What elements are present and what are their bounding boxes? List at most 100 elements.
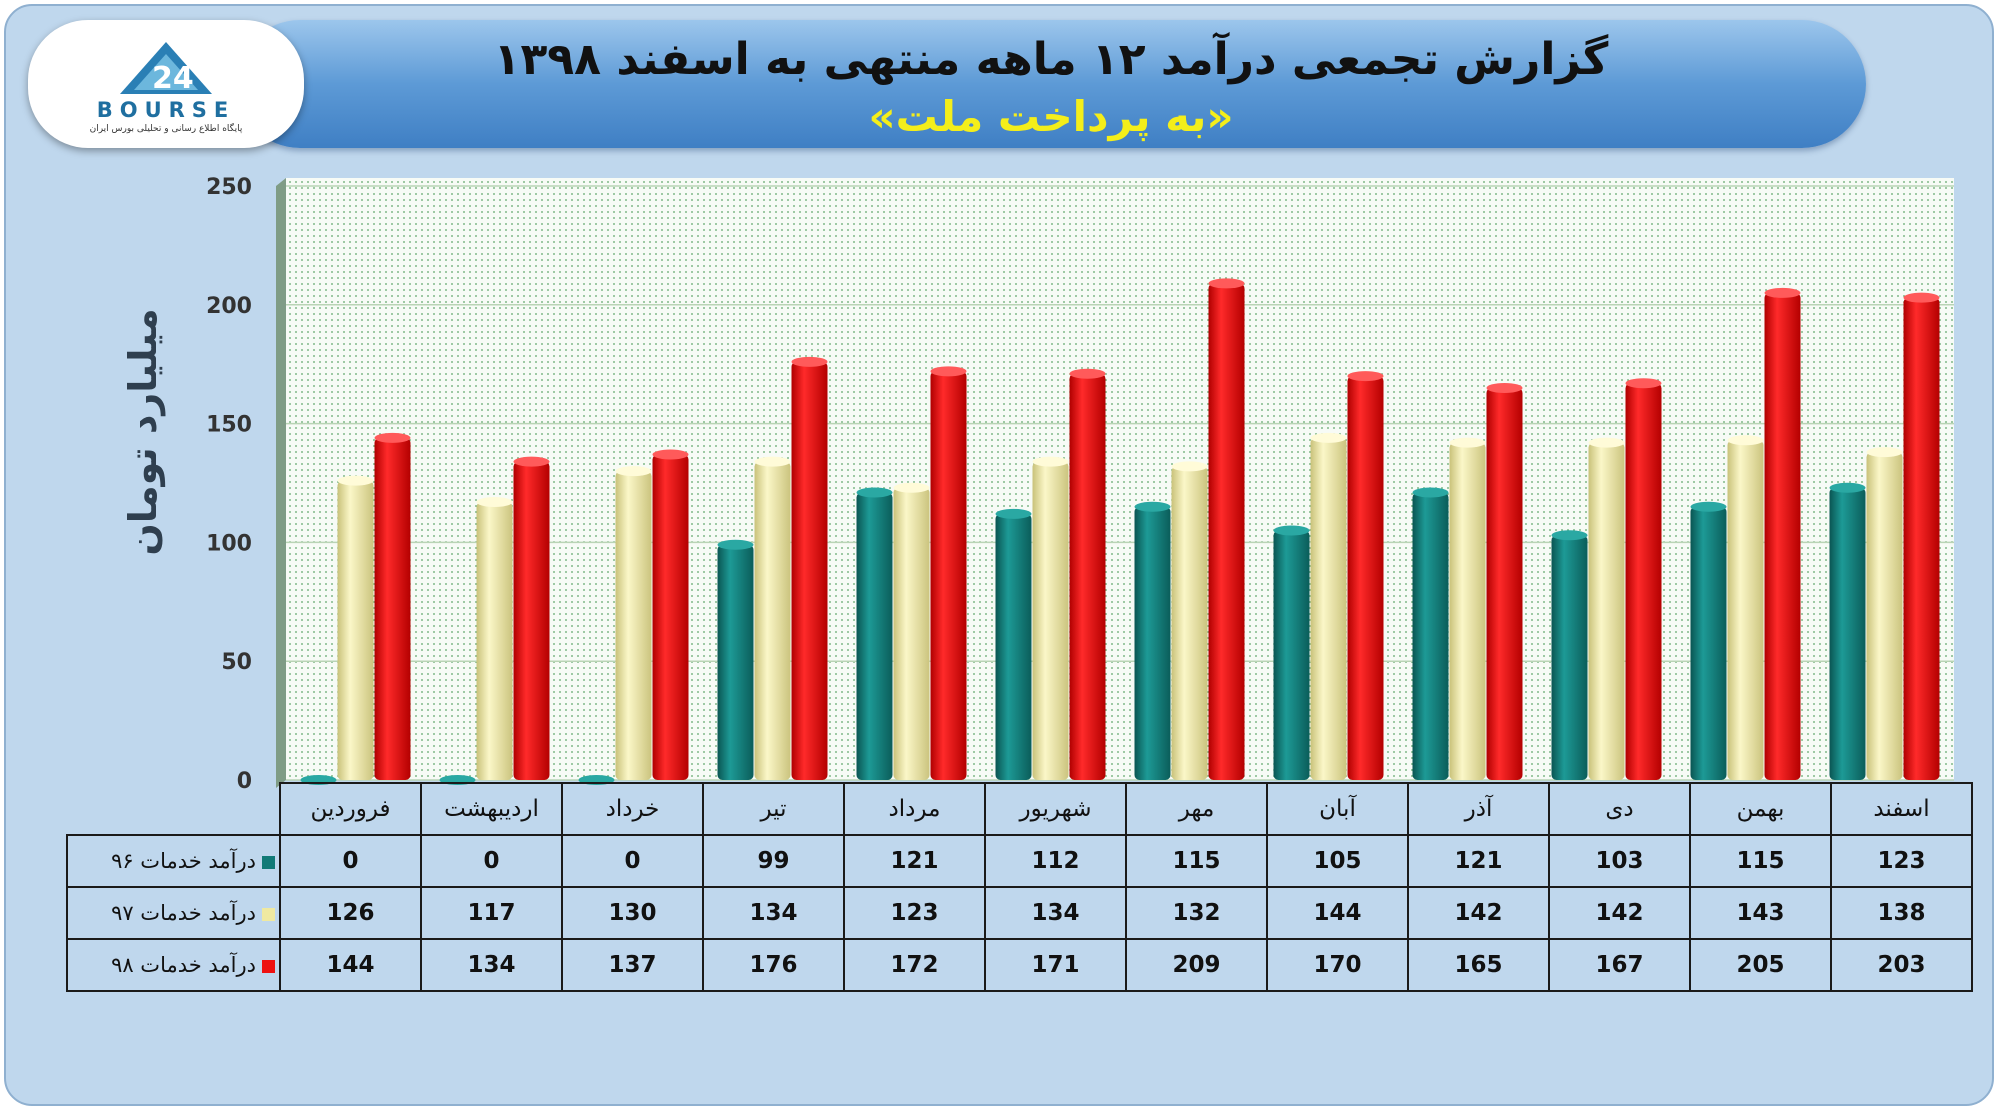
bar-cap xyxy=(1829,482,1866,493)
month-header: شهریور xyxy=(984,782,1127,836)
table-cell: 123 xyxy=(1830,834,1973,888)
bar-96-6 xyxy=(995,513,1032,780)
bar-cap xyxy=(1171,461,1208,472)
y-tick-label: 150 xyxy=(206,413,252,438)
bar-98-8 xyxy=(1347,376,1384,780)
table-cell: 115 xyxy=(1125,834,1268,888)
bar-cap xyxy=(1486,382,1523,393)
bourse-logo: 24 BOURSE پایگاه اطلاع رسانی و تحلیلی بو… xyxy=(28,20,304,148)
table-cell: 0 xyxy=(561,834,704,888)
legend-label: درآمد خدمات ۹۶ xyxy=(111,849,256,873)
bar-98-2 xyxy=(513,461,550,780)
bar-cap xyxy=(1412,487,1449,498)
table-cell: 209 xyxy=(1125,938,1268,992)
table-cell: 123 xyxy=(843,886,986,940)
month-header: اردیبهشت xyxy=(420,782,563,836)
table-cell: 103 xyxy=(1548,834,1691,888)
bar-cap xyxy=(1208,278,1245,289)
bar-96-7 xyxy=(1134,506,1171,780)
bar-cap xyxy=(1903,292,1940,303)
data-table: فروردین اردیبهشت خرداد تیر مرداد شهریور مهر آبا… xyxy=(66,782,1973,992)
bar-cap xyxy=(1032,456,1069,467)
table-cell: 142 xyxy=(1407,886,1550,940)
bar-cap xyxy=(374,432,411,443)
bar-cap xyxy=(1727,435,1764,446)
logo-caption: پایگاه اطلاع رسانی و تحلیلی بورس ایران xyxy=(89,124,243,134)
bar-cap xyxy=(652,449,689,460)
legend-label: درآمد خدمات ۹۸ xyxy=(111,953,256,977)
bar-cap xyxy=(856,487,893,498)
bar-cap xyxy=(717,539,754,550)
bar-cap xyxy=(1310,432,1347,443)
bar-97-6 xyxy=(1032,461,1069,780)
bar-97-9 xyxy=(1449,442,1486,780)
month-header: اسفند xyxy=(1830,782,1973,836)
table-cell: 105 xyxy=(1266,834,1409,888)
table-cell: 0 xyxy=(279,834,422,888)
logo-wordmark: BOURSE xyxy=(96,98,236,122)
table-cell: 142 xyxy=(1548,886,1691,940)
table-cell: 167 xyxy=(1548,938,1691,992)
table-corner xyxy=(67,783,281,836)
table-cell: 205 xyxy=(1689,938,1832,992)
table-row-96: درآمد خدمات ۹۶ 0 0 0 99 121 112 115 105 121 103 115… xyxy=(66,834,1973,888)
table-cell: 172 xyxy=(843,938,986,992)
month-header: خرداد xyxy=(561,782,704,836)
bar-96-4 xyxy=(717,544,754,780)
table-cell: 137 xyxy=(561,938,704,992)
table-cell: 176 xyxy=(702,938,845,992)
table-cell: 171 xyxy=(984,938,1127,992)
title-banner: گزارش تجمعی درآمد ۱۲ ماهه منتهی به اسفند… xyxy=(236,20,1866,148)
bar-96-9 xyxy=(1412,492,1449,780)
bar-98-5 xyxy=(930,371,967,780)
table-cell: 203 xyxy=(1830,938,1973,992)
bar-98-7 xyxy=(1208,283,1245,780)
legend-swatch xyxy=(262,855,275,869)
logo-mark-icon: 24 xyxy=(120,42,212,96)
bar-97-11 xyxy=(1727,440,1764,780)
month-header: مهر xyxy=(1125,782,1268,836)
bar-97-2 xyxy=(476,502,513,780)
table-cell: 121 xyxy=(1407,834,1550,888)
table-cell: 144 xyxy=(1266,886,1409,940)
bar-98-9 xyxy=(1486,387,1523,780)
table-cell: 134 xyxy=(420,938,563,992)
month-header: فروردین xyxy=(279,782,422,836)
bars-group xyxy=(300,278,1940,785)
bar-97-10 xyxy=(1588,442,1625,780)
legend-label: درآمد خدمات ۹۷ xyxy=(111,901,256,925)
bar-98-10 xyxy=(1625,383,1662,780)
bar-98-4 xyxy=(791,361,828,780)
legend-swatch xyxy=(262,959,275,973)
y-tick-label: 100 xyxy=(206,531,252,556)
legend-entry: درآمد خدمات ۹۸ xyxy=(66,938,281,992)
bar-97-5 xyxy=(893,487,930,780)
table-cell: 143 xyxy=(1689,886,1832,940)
bar-97-8 xyxy=(1310,437,1347,780)
bar-97-7 xyxy=(1171,466,1208,780)
chart-title: گزارش تجمعی درآمد ۱۲ ماهه منتهی به اسفند… xyxy=(493,34,1609,85)
bar-cap xyxy=(1449,437,1486,448)
y-axis-label: میلیارد تومان xyxy=(121,308,165,555)
bar-96-10 xyxy=(1551,535,1588,780)
month-header: تیر xyxy=(702,782,845,836)
bar-96-8 xyxy=(1273,530,1310,780)
bar-cap xyxy=(1866,447,1903,458)
plot-side-wall xyxy=(276,178,286,788)
y-tick-label: 250 xyxy=(206,175,252,200)
legend-entry: درآمد خدمات ۹۶ xyxy=(66,834,281,888)
table-cell: 134 xyxy=(984,886,1127,940)
table-cell: 117 xyxy=(420,886,563,940)
bar-97-1 xyxy=(337,480,374,780)
bar-cap xyxy=(995,508,1032,519)
table-cell: 0 xyxy=(420,834,563,888)
table-cell: 132 xyxy=(1125,886,1268,940)
bar-98-12 xyxy=(1903,297,1940,780)
bar-96-11 xyxy=(1690,506,1727,780)
bar-98-1 xyxy=(374,437,411,780)
month-header: مرداد xyxy=(843,782,986,836)
bar-cap xyxy=(1625,378,1662,389)
month-header: بهمن xyxy=(1689,782,1832,836)
